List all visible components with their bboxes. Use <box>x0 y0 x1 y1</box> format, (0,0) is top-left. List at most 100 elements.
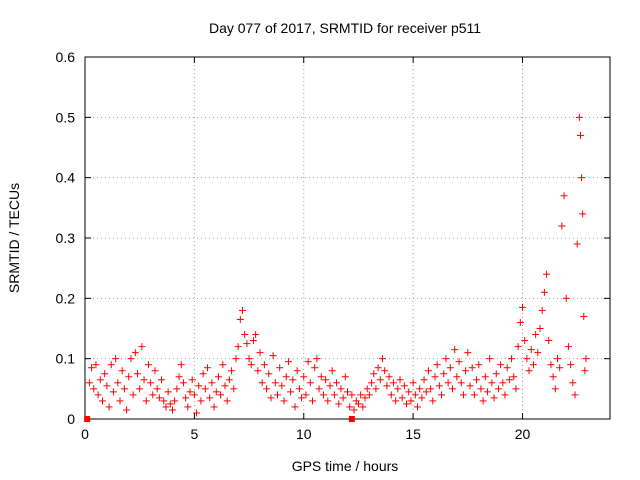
data-point <box>547 361 555 369</box>
data-point <box>230 385 238 393</box>
data-point <box>497 361 505 369</box>
data-point <box>359 403 367 411</box>
data-point <box>523 355 531 363</box>
data-point <box>184 403 192 411</box>
data-point <box>103 382 111 390</box>
data-point <box>457 379 465 387</box>
data-point <box>112 355 120 363</box>
data-point <box>302 391 310 399</box>
data-point <box>543 270 551 278</box>
data-point <box>427 385 435 393</box>
data-point <box>569 379 577 387</box>
data-point <box>249 337 257 345</box>
data-point <box>582 355 590 363</box>
data-point <box>179 379 187 387</box>
data-point <box>516 318 524 326</box>
data-point <box>521 337 529 345</box>
data-point <box>90 385 98 393</box>
data-point <box>407 397 415 405</box>
data-point <box>101 370 109 378</box>
data-point <box>274 391 281 399</box>
data-point <box>567 361 575 369</box>
data-point <box>142 397 150 405</box>
data-point <box>385 373 393 381</box>
data-point <box>508 355 516 363</box>
y-tick-labels: 0 0.1 0.2 0.3 0.4 0.5 0.6 <box>56 49 76 427</box>
data-point <box>501 391 509 399</box>
data-point <box>328 367 336 375</box>
data-point <box>398 394 406 402</box>
data-point <box>486 355 494 363</box>
data-point <box>282 373 290 381</box>
data-point <box>116 397 124 405</box>
data-point <box>479 397 487 405</box>
data-point <box>107 361 115 369</box>
data-point <box>99 397 106 405</box>
data-point <box>175 373 183 381</box>
data-point <box>188 376 196 384</box>
data-point <box>389 379 397 387</box>
data-point <box>579 210 587 218</box>
x-tick-labels: 0 5 10 15 20 <box>81 426 530 442</box>
data-point <box>341 373 349 381</box>
data-point <box>564 343 572 351</box>
data-point <box>370 370 378 378</box>
data-point <box>494 385 502 393</box>
data-point <box>160 397 168 405</box>
data-point <box>503 364 511 372</box>
data-point <box>405 388 413 396</box>
data-point <box>446 364 454 372</box>
data-point <box>424 367 432 375</box>
data-point <box>166 400 174 408</box>
data-point <box>300 373 308 381</box>
data-point <box>444 379 452 387</box>
data-point <box>151 367 159 375</box>
data-point <box>123 406 131 414</box>
data-point <box>136 385 144 393</box>
data-point <box>162 403 170 411</box>
data-point <box>295 385 303 393</box>
data-point <box>158 376 166 384</box>
data-point <box>94 391 102 399</box>
data-point <box>306 379 314 387</box>
data-point <box>232 355 240 363</box>
data-point <box>85 379 93 387</box>
data-point <box>120 385 128 393</box>
data-point <box>164 388 172 396</box>
data-point <box>379 355 386 363</box>
data-point <box>217 391 225 399</box>
data-point <box>400 382 408 390</box>
data-point <box>177 361 185 369</box>
data-point <box>335 400 343 408</box>
data-point <box>545 337 553 345</box>
data-point <box>239 306 246 314</box>
data-point <box>127 355 135 363</box>
data-point <box>315 385 323 393</box>
data-point <box>298 394 306 402</box>
data-point <box>529 361 537 369</box>
data-point <box>92 361 100 369</box>
data-point <box>138 343 146 351</box>
data-point <box>442 355 450 363</box>
data-point <box>488 379 496 387</box>
data-point <box>534 349 542 357</box>
data-point <box>387 391 395 399</box>
data-point <box>147 379 155 387</box>
x-tick-label: 10 <box>296 426 312 442</box>
data-point <box>431 373 439 381</box>
data-point <box>468 364 476 372</box>
data-point <box>236 315 244 323</box>
data-point <box>540 288 548 296</box>
data-point <box>350 406 358 414</box>
data-point <box>214 373 222 381</box>
data-point <box>284 358 292 366</box>
data-point <box>466 382 474 390</box>
data-point <box>381 367 389 375</box>
data-point <box>429 397 437 405</box>
data-point <box>149 391 157 399</box>
data-point <box>256 349 264 357</box>
data-point <box>492 370 500 378</box>
data-point <box>109 388 117 396</box>
data-point <box>363 385 371 393</box>
